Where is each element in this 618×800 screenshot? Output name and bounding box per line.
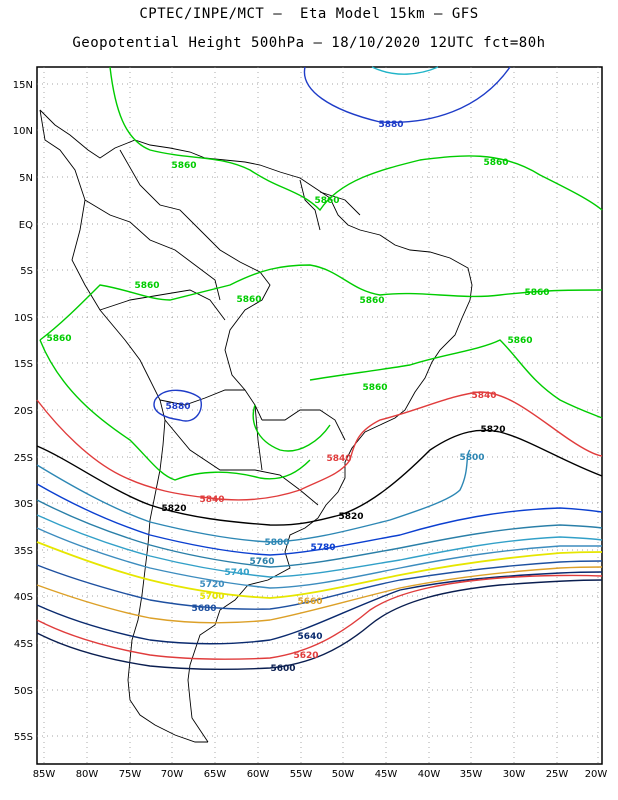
contour-label: 5640: [297, 632, 322, 642]
contour-5640: [36, 571, 603, 645]
contour-label: 5800: [459, 453, 484, 463]
contour-label: 5680: [191, 604, 216, 614]
contour-5860-inner: [252, 404, 331, 452]
map-title-line-2: Geopotential Height 500hPa – 18/10/2020 …: [72, 35, 546, 51]
contour-5860-east: [309, 339, 603, 419]
contour-5880-blob: [153, 389, 202, 422]
gridlines: [37, 67, 602, 764]
contour-label: 5820: [161, 504, 186, 514]
contour-5760: [36, 499, 603, 568]
contour-label: 5620: [293, 651, 318, 661]
lat-label: 20S: [14, 406, 33, 417]
contour-5840: [36, 391, 603, 501]
contour-label: 5860: [507, 336, 532, 346]
contour-label: 5860: [362, 383, 387, 393]
lat-label: 5N: [19, 173, 33, 184]
contour-5600: [36, 579, 603, 670]
contour-label: 5860: [171, 161, 196, 171]
contour-5820: [36, 429, 603, 526]
lat-label: 10N: [13, 126, 33, 137]
contour-label: 5820: [480, 425, 505, 435]
contour-5740: [36, 514, 603, 578]
contour-label: 5880: [378, 120, 403, 130]
plot-frame: [36, 66, 603, 765]
contour-label: 5740: [224, 568, 249, 578]
contour-label: 5860: [524, 288, 549, 298]
lon-label: 25W: [546, 769, 569, 780]
contour-5660: [36, 566, 603, 624]
lat-label: 15S: [14, 359, 33, 370]
contour-label: 5600: [270, 664, 295, 674]
lon-label: 40W: [418, 769, 441, 780]
lat-label: 40S: [14, 592, 33, 603]
contour-labels: 5880 5860 5860 5860 5860 5860 5860 5860 …: [46, 120, 549, 674]
lat-label: 50S: [14, 686, 33, 697]
contour-label: 5780: [310, 543, 335, 553]
contour-label: 5860: [134, 281, 159, 291]
lon-label: 60W: [247, 769, 270, 780]
contour-label: 5860: [236, 295, 261, 305]
contour-label: 5840: [326, 454, 351, 464]
contour-label: 5860: [483, 158, 508, 168]
contour-5860-middle: [39, 264, 603, 341]
contour-label: 5820: [338, 512, 363, 522]
lon-label: 65W: [204, 769, 227, 780]
lat-label: 10S: [14, 313, 33, 324]
lon-label: 55W: [290, 769, 313, 780]
lon-label: 45W: [375, 769, 398, 780]
contour-5680: [36, 560, 603, 610]
contour-label: 5840: [471, 391, 496, 401]
contour-label: 5860: [46, 334, 71, 344]
contour-label: 5860: [359, 296, 384, 306]
lon-label: 30W: [503, 769, 526, 780]
contour-label: 5720: [199, 580, 224, 590]
lon-label: 35W: [460, 769, 483, 780]
lon-label: 75W: [119, 769, 142, 780]
contour-5860-north: [109, 66, 603, 212]
contour-5800: [36, 449, 471, 543]
contour-5880-north: [303, 66, 511, 124]
contour-label: 5760: [249, 557, 274, 567]
contour-5720: [36, 527, 602, 589]
contour-label: 5660: [297, 597, 322, 607]
contour-label: 5700: [199, 592, 224, 602]
lon-label: 20W: [585, 769, 608, 780]
lon-label: 80W: [76, 769, 99, 780]
map-title-line-1: CPTEC/INPE/MCT – Eta Model 15km – GFS: [139, 6, 479, 22]
contour-5620: [36, 574, 603, 660]
lat-label: 45S: [14, 639, 33, 650]
contour-label: 5840: [199, 495, 224, 505]
lat-label: 30S: [14, 499, 33, 510]
contours: [36, 66, 603, 670]
lat-label: 55S: [14, 732, 33, 743]
contour-label: 5860: [314, 196, 339, 206]
lon-label: 70W: [161, 769, 184, 780]
contour-label: 5800: [264, 538, 289, 548]
contour-5860-south: [39, 339, 311, 481]
lat-label: 15N: [13, 80, 33, 91]
contour-5780: [36, 483, 603, 556]
lat-label: 25S: [14, 453, 33, 464]
lon-label: 85W: [33, 769, 56, 780]
lat-label: EQ: [19, 220, 33, 231]
lat-label: 5S: [20, 266, 33, 277]
contour-5700: [36, 541, 603, 599]
contour-5900: [371, 66, 439, 75]
contour-label: 5880: [165, 402, 190, 412]
lon-label: 50W: [332, 769, 355, 780]
lat-label: 35S: [14, 546, 33, 557]
